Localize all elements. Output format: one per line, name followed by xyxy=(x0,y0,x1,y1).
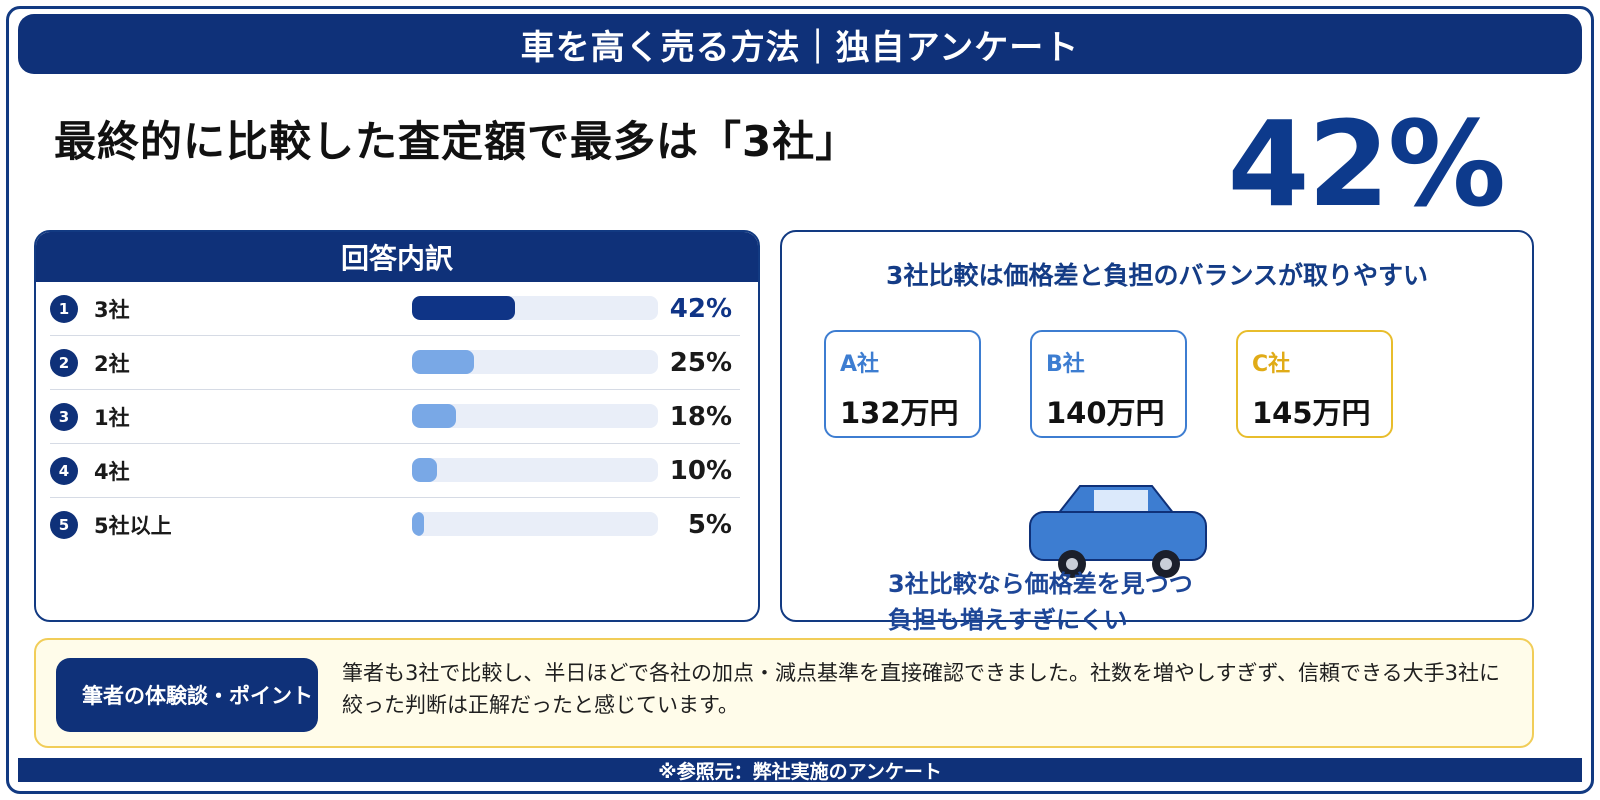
breakdown-row: 2 2社 25% xyxy=(50,336,740,390)
author-comment-badge: 筆者の体験談・ポイント xyxy=(56,658,318,732)
company-price: 145万円 xyxy=(1252,396,1371,430)
rank-badge: 1 xyxy=(50,294,78,323)
breakdown-row: 3 1社 18% xyxy=(50,390,740,444)
rank-badge: 4 xyxy=(50,456,78,485)
breakdown-title: 回答内訳 xyxy=(340,242,453,275)
outer-frame xyxy=(6,6,1594,794)
breakdown-row: 5 5社以上 5% xyxy=(50,498,740,552)
source-footer: ※参照元：弊社実施のアンケート xyxy=(18,758,1582,783)
bar xyxy=(412,512,425,536)
author-comment-box: 筆者の体験談・ポイント 筆者も3社で比較し、半日ほどで各社の加点・減点基準を直接… xyxy=(34,638,1534,748)
value-label: 18% xyxy=(669,402,732,432)
company-card-b: B社 140万円 xyxy=(1030,330,1187,438)
company-price: 132万円 xyxy=(840,396,959,430)
breakdown-bar-chart: 1 3社 42% 2 2社 25% 3 1社 18% 4 4社 10% 5 5社以上 5% xyxy=(36,282,758,552)
value-label: 10% xyxy=(669,456,732,486)
headline: 最終的に比較した査定額で最多は「3社」 xyxy=(54,117,859,166)
bar-track xyxy=(412,404,658,428)
category-label: 1社 xyxy=(94,405,130,430)
comparison-note-line1: 3社比較なら価格差を見つつ xyxy=(888,570,1193,598)
rank-badge: 5 xyxy=(50,511,78,539)
comparison-note-line2: 負担も増えすぎにくい xyxy=(888,606,1128,634)
banner-title: 車を高く売る方法｜独自アンケート xyxy=(520,27,1080,68)
comparison-title: 3社比較は価格差と負担のバランスが取りやすい xyxy=(886,261,1428,290)
bar xyxy=(412,404,457,428)
company-name: C社 xyxy=(1252,352,1291,377)
car-icon xyxy=(1029,485,1207,578)
comparison-note: 3社比較なら価格差を見つつ 負担も増えすぎにくい xyxy=(888,566,1193,638)
category-label: 5社以上 xyxy=(94,514,172,538)
company-name: B社 xyxy=(1046,352,1085,377)
rank-badge: 3 xyxy=(50,402,78,431)
company-card-c: C社 145万円 xyxy=(1236,330,1393,438)
breakdown-row: 4 4社 10% xyxy=(50,444,740,498)
bar-track xyxy=(412,512,658,536)
bar-track xyxy=(412,458,658,482)
top-banner: 車を高く売る方法｜独自アンケート xyxy=(18,14,1582,74)
company-price: 140万円 xyxy=(1046,396,1165,430)
bar xyxy=(412,296,516,320)
highlight-percentage: 42% xyxy=(1227,95,1506,233)
category-label: 2社 xyxy=(94,351,130,376)
value-label: 42% xyxy=(669,294,732,324)
value-label: 5% xyxy=(687,510,732,540)
bar xyxy=(412,350,474,374)
author-comment-text: 筆者も3社で比較し、半日ほどで各社の加点・減点基準を直接確認できました。社数を増… xyxy=(342,661,1500,717)
category-label: 4社 xyxy=(94,459,130,484)
company-name: A社 xyxy=(840,352,880,377)
breakdown-row: 1 3社 42% xyxy=(50,282,740,336)
category-label: 3社 xyxy=(94,297,130,322)
breakdown-header: 回答内訳 xyxy=(36,232,758,282)
rank-badge: 2 xyxy=(50,348,78,377)
bar-track xyxy=(412,296,658,320)
breakdown-panel: 回答内訳 1 3社 42% 2 2社 25% 3 1社 18% 4 4社 10% 5 5社以上 5% xyxy=(34,230,760,622)
comparison-panel: 3社比較は価格差と負担のバランスが取りやすい A社 132万円 B社 140万円… xyxy=(780,230,1534,634)
author-comment-badge-label: 筆者の体験談・ポイント xyxy=(82,684,313,708)
company-card-a: A社 132万円 xyxy=(824,330,981,438)
bar-track xyxy=(412,350,658,374)
bar xyxy=(412,458,437,482)
source-note: ※参照元：弊社実施のアンケート xyxy=(658,760,942,783)
value-label: 25% xyxy=(669,348,732,378)
